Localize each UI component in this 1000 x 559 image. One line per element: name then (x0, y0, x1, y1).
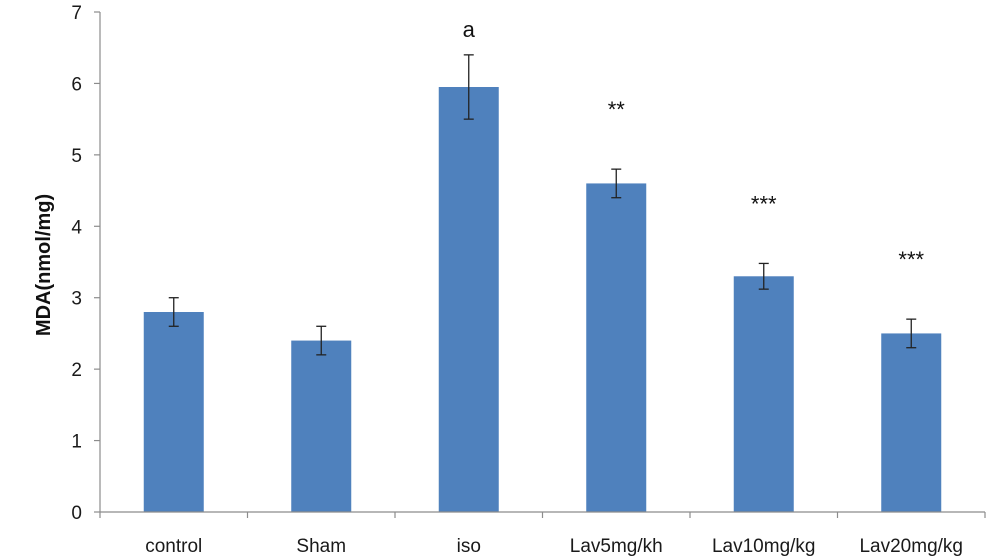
bars-layer: a******** (143, 17, 942, 512)
x-tick-label: Lav20mg/kg (859, 536, 963, 557)
y-tick-label: 1 (71, 432, 82, 453)
bar (291, 340, 352, 512)
y-tick-label: 5 (71, 146, 82, 167)
significance-annotation: *** (751, 191, 777, 216)
x-tick-label: Lav5mg/kh (570, 536, 663, 557)
axes-layer: 0 1 2 3 4 5 6 7 control Sham iso Lav5mg/kh Lav10mg/k… (71, 3, 986, 557)
x-tick-label: Lav10mg/kg (712, 536, 816, 557)
bar (438, 87, 499, 512)
significance-annotation: *** (898, 247, 924, 272)
y-axis-label: MDA(nmol/mg) (33, 194, 55, 336)
bar (881, 333, 942, 512)
bar (143, 312, 204, 512)
significance-annotation: ** (608, 97, 626, 122)
x-tick-label: iso (457, 536, 481, 557)
y-tick-label: 3 (71, 289, 82, 310)
y-tick-label: 4 (71, 217, 82, 238)
x-tick-label: control (145, 536, 202, 557)
bar (733, 276, 794, 512)
x-tick-label: Sham (296, 536, 346, 557)
y-tick-label: 7 (71, 3, 82, 24)
bar (586, 183, 647, 512)
y-tick-label: 2 (71, 360, 82, 381)
y-tick-label: 0 (71, 503, 82, 524)
y-tick-label: 6 (71, 74, 82, 95)
significance-annotation: a (463, 17, 476, 42)
